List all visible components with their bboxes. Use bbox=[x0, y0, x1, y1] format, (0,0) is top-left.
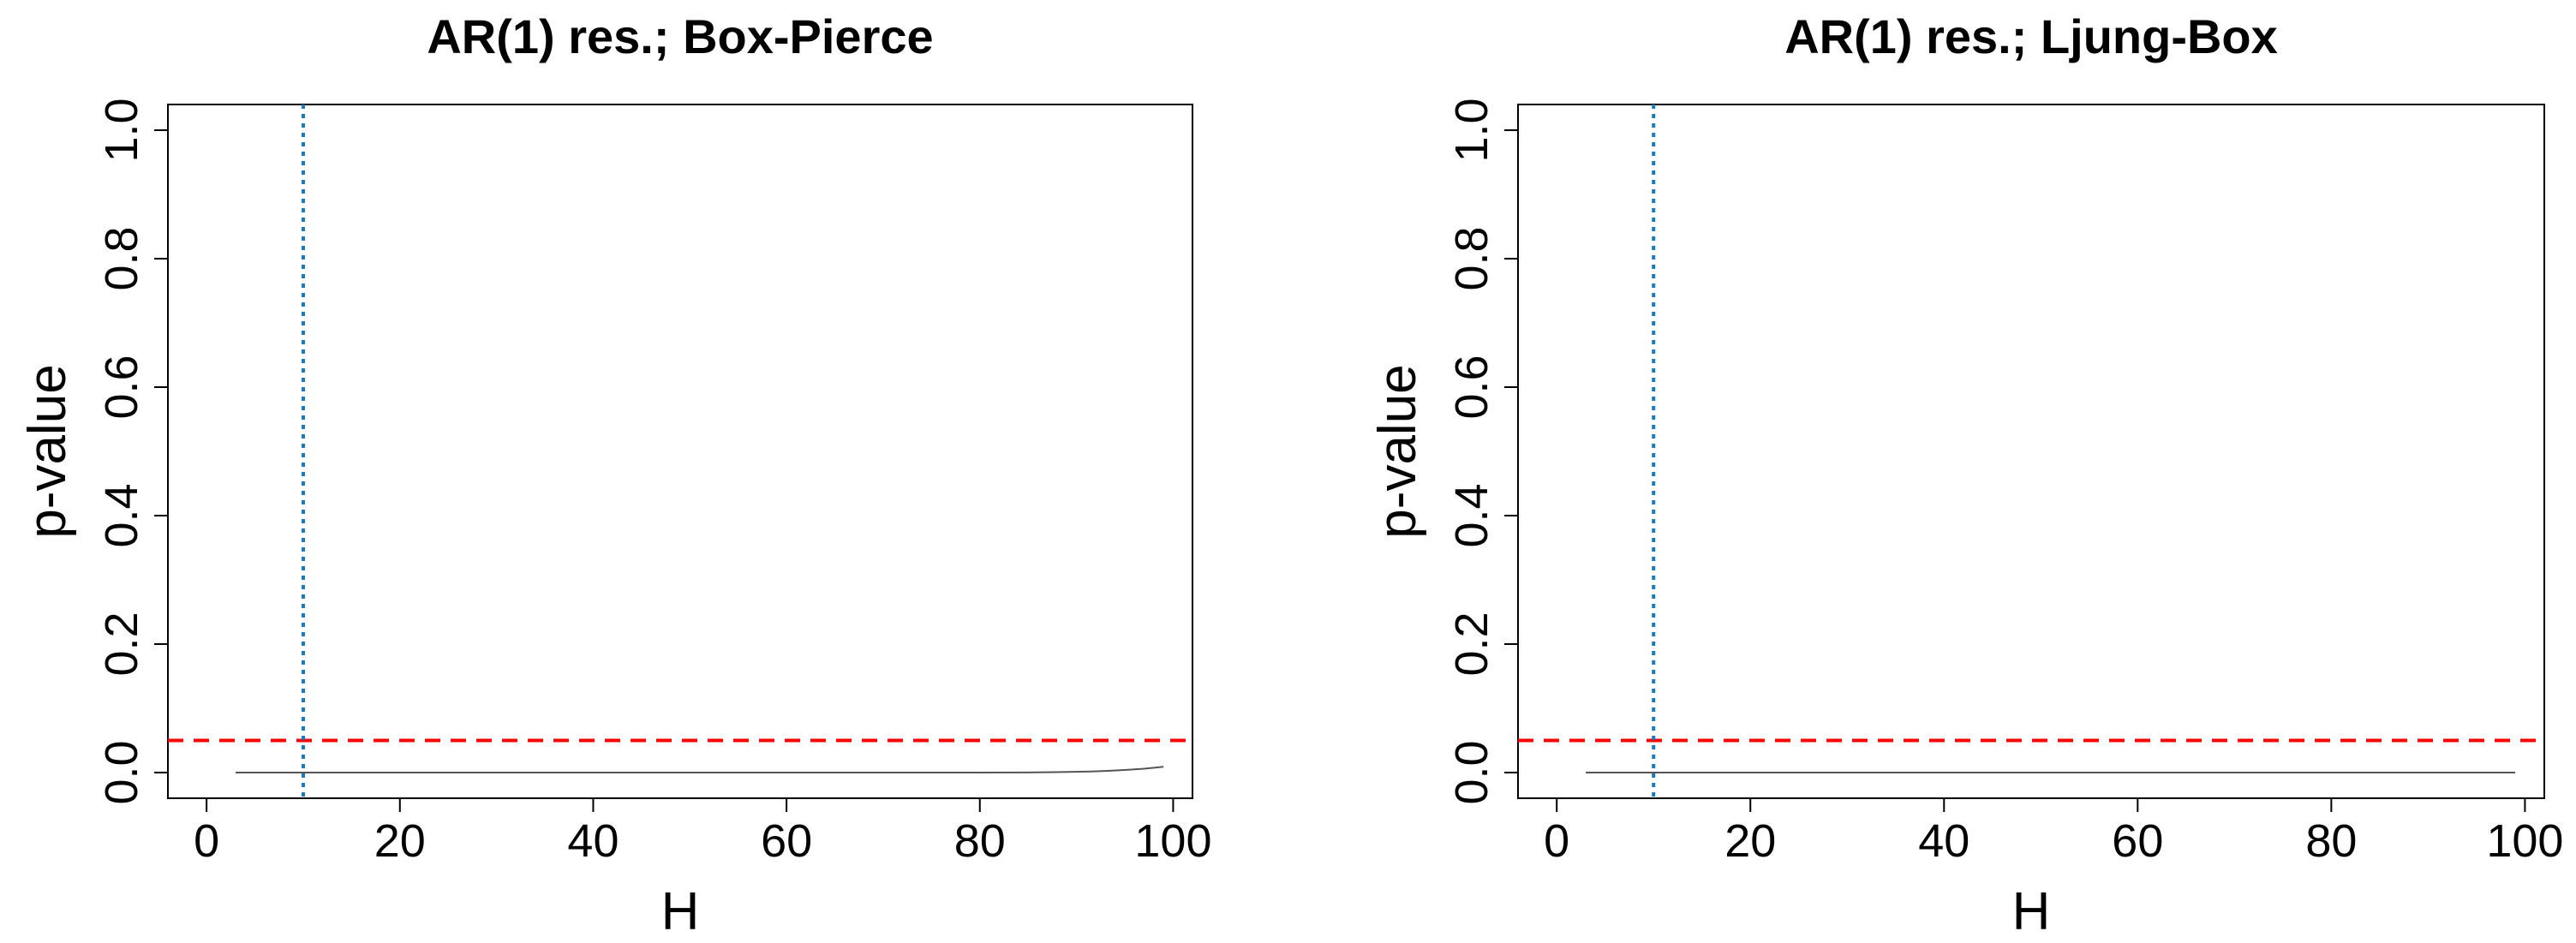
plot-frame bbox=[1517, 104, 2545, 799]
x-tick-label: 0 bbox=[194, 815, 219, 867]
y-tick-label: 0.4 bbox=[96, 483, 147, 547]
y-tick-label: 0.2 bbox=[1446, 612, 1497, 676]
x-tick-label: 40 bbox=[567, 815, 619, 867]
x-tick-label: 80 bbox=[2305, 815, 2357, 867]
y-tick-label: 0.4 bbox=[1446, 483, 1497, 547]
x-tick-label: 20 bbox=[1724, 815, 1776, 867]
y-tick-label: 0.2 bbox=[96, 612, 147, 676]
x-axis-label: H bbox=[661, 882, 700, 941]
chart-panel-2: AR(1) res.; Ljung-Box 0 20 40 60 80 100 0.0 0.2 0… bbox=[1368, 9, 2563, 941]
x-tick-label: 80 bbox=[954, 815, 1006, 867]
x-tick-label: 0 bbox=[1544, 815, 1569, 867]
x-tick-label: 100 bbox=[1134, 815, 1211, 867]
x-tick-label: 40 bbox=[1918, 815, 1969, 867]
y-tick-label: 0.8 bbox=[96, 226, 147, 290]
y-tick-label: 1.0 bbox=[96, 98, 147, 162]
x-tick-label: 100 bbox=[2486, 815, 2563, 867]
plot-frame bbox=[167, 104, 1193, 799]
y-axis-label: p-value bbox=[1368, 364, 1427, 538]
y-tick-label: 1.0 bbox=[1446, 98, 1497, 162]
chart-title: AR(1) res.; Box-Pierce bbox=[427, 9, 933, 63]
y-tick-label: 0.0 bbox=[96, 740, 147, 804]
y-axis-label: p-value bbox=[18, 364, 77, 538]
p-value-series-line bbox=[236, 766, 1164, 773]
y-tick-label: 0.8 bbox=[1446, 226, 1497, 290]
y-tick-label: 0.6 bbox=[96, 355, 147, 419]
chart-title: AR(1) res.; Ljung-Box bbox=[1784, 9, 2278, 63]
x-tick-label: 60 bbox=[2112, 815, 2163, 867]
y-tick-label: 0.0 bbox=[1446, 740, 1497, 804]
x-tick-label: 60 bbox=[761, 815, 812, 867]
x-tick-label: 20 bbox=[374, 815, 426, 867]
x-axis-label: H bbox=[2012, 882, 2051, 941]
y-tick-label: 0.6 bbox=[1446, 355, 1497, 419]
chart-panel-1: AR(1) res.; Box-Pierce 0 20 40 60 80 100 0.0 0.2… bbox=[18, 9, 1211, 941]
